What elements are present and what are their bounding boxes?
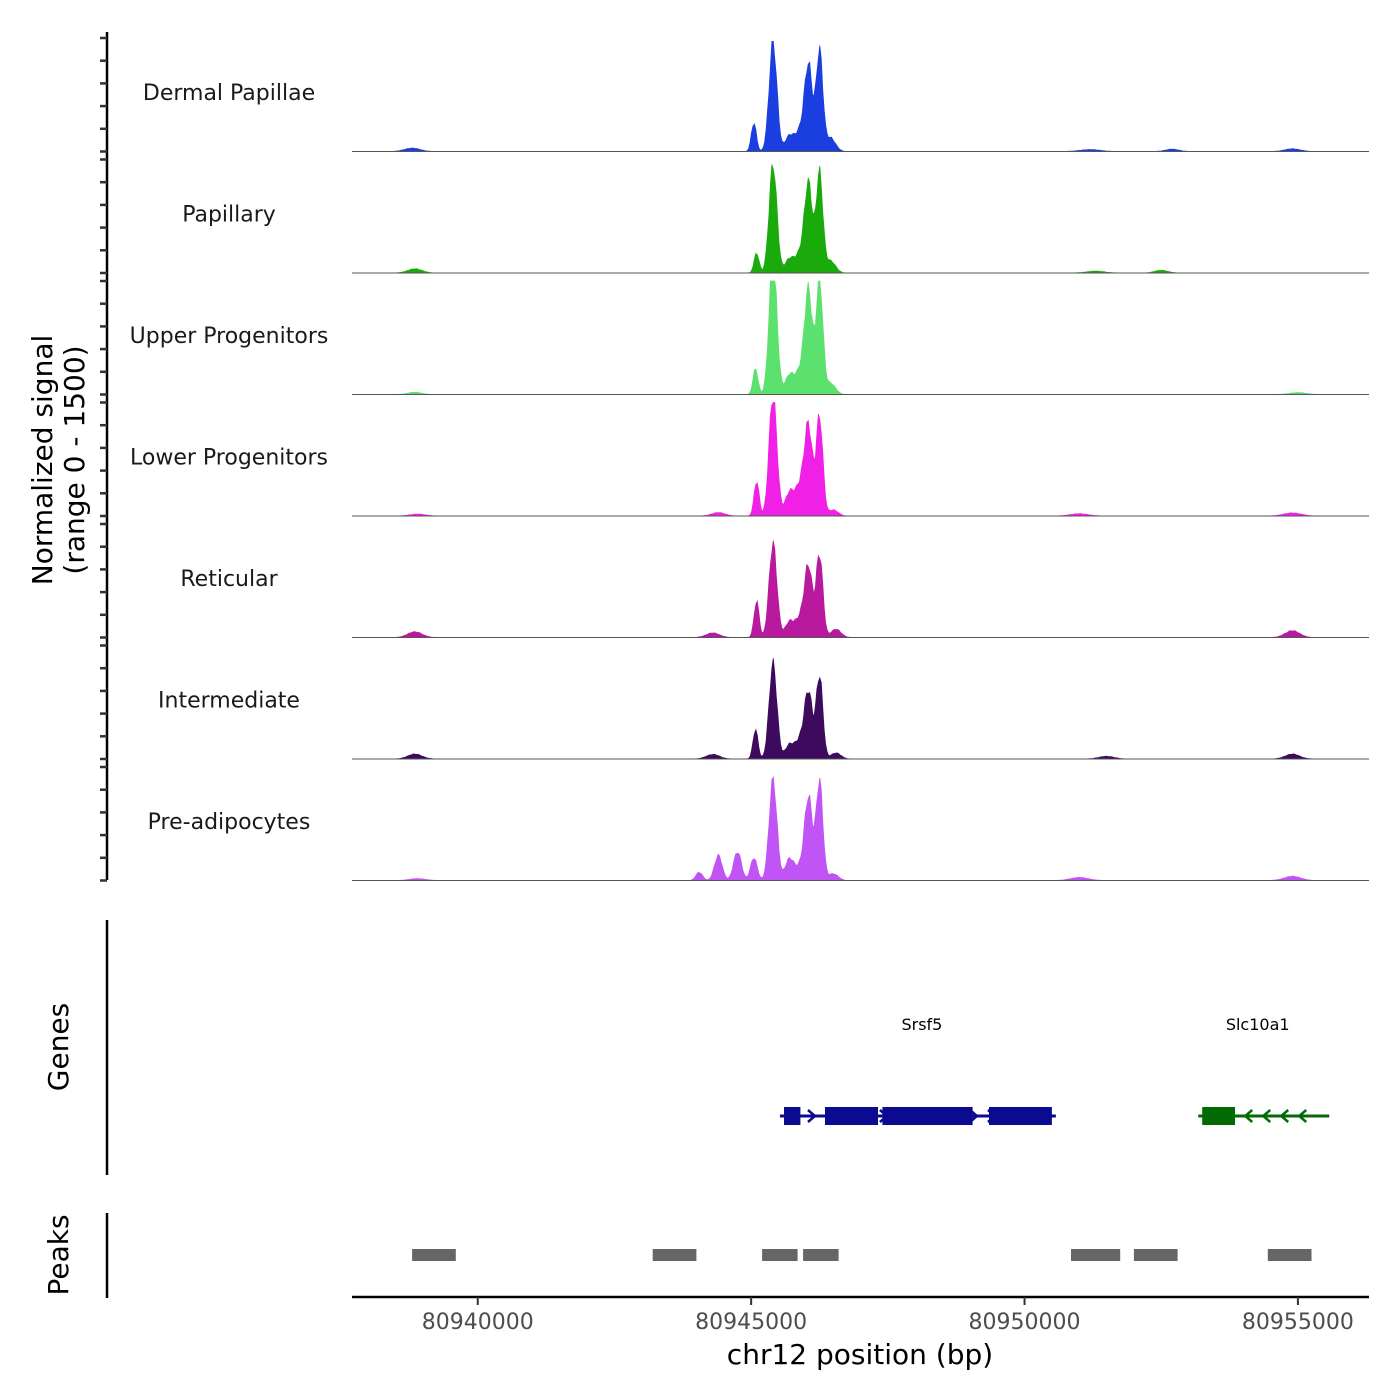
peak-track bbox=[412, 1249, 1312, 1261]
signal-area bbox=[352, 41, 1369, 152]
signal-area bbox=[352, 280, 1369, 395]
signal-area bbox=[352, 164, 1369, 274]
track-label: Dermal Papillae bbox=[143, 81, 315, 106]
signal-y-ticks bbox=[100, 36, 107, 882]
track-label: Pre-adipocytes bbox=[148, 810, 311, 835]
signal-track: Reticular bbox=[180, 540, 1369, 638]
track-label: Papillary bbox=[182, 203, 276, 228]
exon-block bbox=[825, 1107, 878, 1125]
peaks-panel-title: Peaks bbox=[42, 1214, 75, 1295]
signal-area bbox=[352, 402, 1369, 517]
signal-track: Papillary bbox=[182, 164, 1369, 274]
signal-track: Lower Progenitors bbox=[130, 402, 1369, 517]
gene-model: Slc10a1 bbox=[1198, 1015, 1330, 1125]
signal-area bbox=[352, 540, 1369, 638]
genes-panel-title: Genes bbox=[42, 1003, 75, 1091]
peak-region bbox=[803, 1249, 839, 1261]
gene-track: Srsf5 Slc10a1 bbox=[779, 1015, 1330, 1125]
signal-area bbox=[352, 658, 1369, 760]
peak-region bbox=[652, 1249, 697, 1261]
gene-model: Srsf5 bbox=[779, 1015, 1056, 1125]
signal-track: Upper Progenitors bbox=[130, 280, 1369, 395]
peak-region bbox=[1267, 1249, 1312, 1261]
x-tick-label: 80955000 bbox=[1242, 1310, 1354, 1335]
signal-track: Intermediate bbox=[158, 658, 1369, 760]
track-label: Upper Progenitors bbox=[130, 324, 329, 349]
track-label: Reticular bbox=[180, 567, 278, 592]
x-tick-label: 80950000 bbox=[969, 1310, 1081, 1335]
strand-arrow bbox=[1297, 1109, 1308, 1123]
exon-block bbox=[784, 1107, 801, 1125]
track-label: Intermediate bbox=[158, 689, 300, 714]
signal-track: Pre-adipocytes bbox=[148, 775, 1369, 881]
signal-tracks: Dermal Papillae Papillary Upper Progenitor… bbox=[130, 41, 1369, 881]
peak-region bbox=[1133, 1249, 1178, 1261]
x-axis-ticks: 80940000 80945000 80950000 80955000 bbox=[422, 1297, 1354, 1335]
peak-region bbox=[412, 1249, 456, 1261]
x-tick-label: 80945000 bbox=[695, 1310, 807, 1335]
exon-block bbox=[1202, 1107, 1235, 1125]
signal-area bbox=[352, 775, 1369, 881]
strand-arrow bbox=[807, 1109, 817, 1123]
gene-label: Srsf5 bbox=[901, 1015, 942, 1034]
x-tick-label: 80940000 bbox=[422, 1310, 534, 1335]
x-axis-title: chr12 position (bp) bbox=[727, 1338, 993, 1371]
track-label: Lower Progenitors bbox=[130, 446, 328, 471]
signal-y-axis-title: Normalized signal bbox=[26, 335, 59, 586]
peak-region bbox=[1071, 1249, 1121, 1261]
gene-label: Slc10a1 bbox=[1226, 1015, 1290, 1034]
signal-y-axis-subtitle: (range 0 - 1500) bbox=[58, 345, 91, 574]
strand-arrow bbox=[1243, 1109, 1254, 1123]
peak-region bbox=[762, 1249, 798, 1261]
strand-arrow bbox=[1261, 1109, 1272, 1123]
exon-block bbox=[989, 1107, 1052, 1125]
signal-track: Dermal Papillae bbox=[143, 41, 1369, 152]
exon-block bbox=[882, 1107, 973, 1125]
strand-arrow bbox=[1279, 1109, 1290, 1123]
